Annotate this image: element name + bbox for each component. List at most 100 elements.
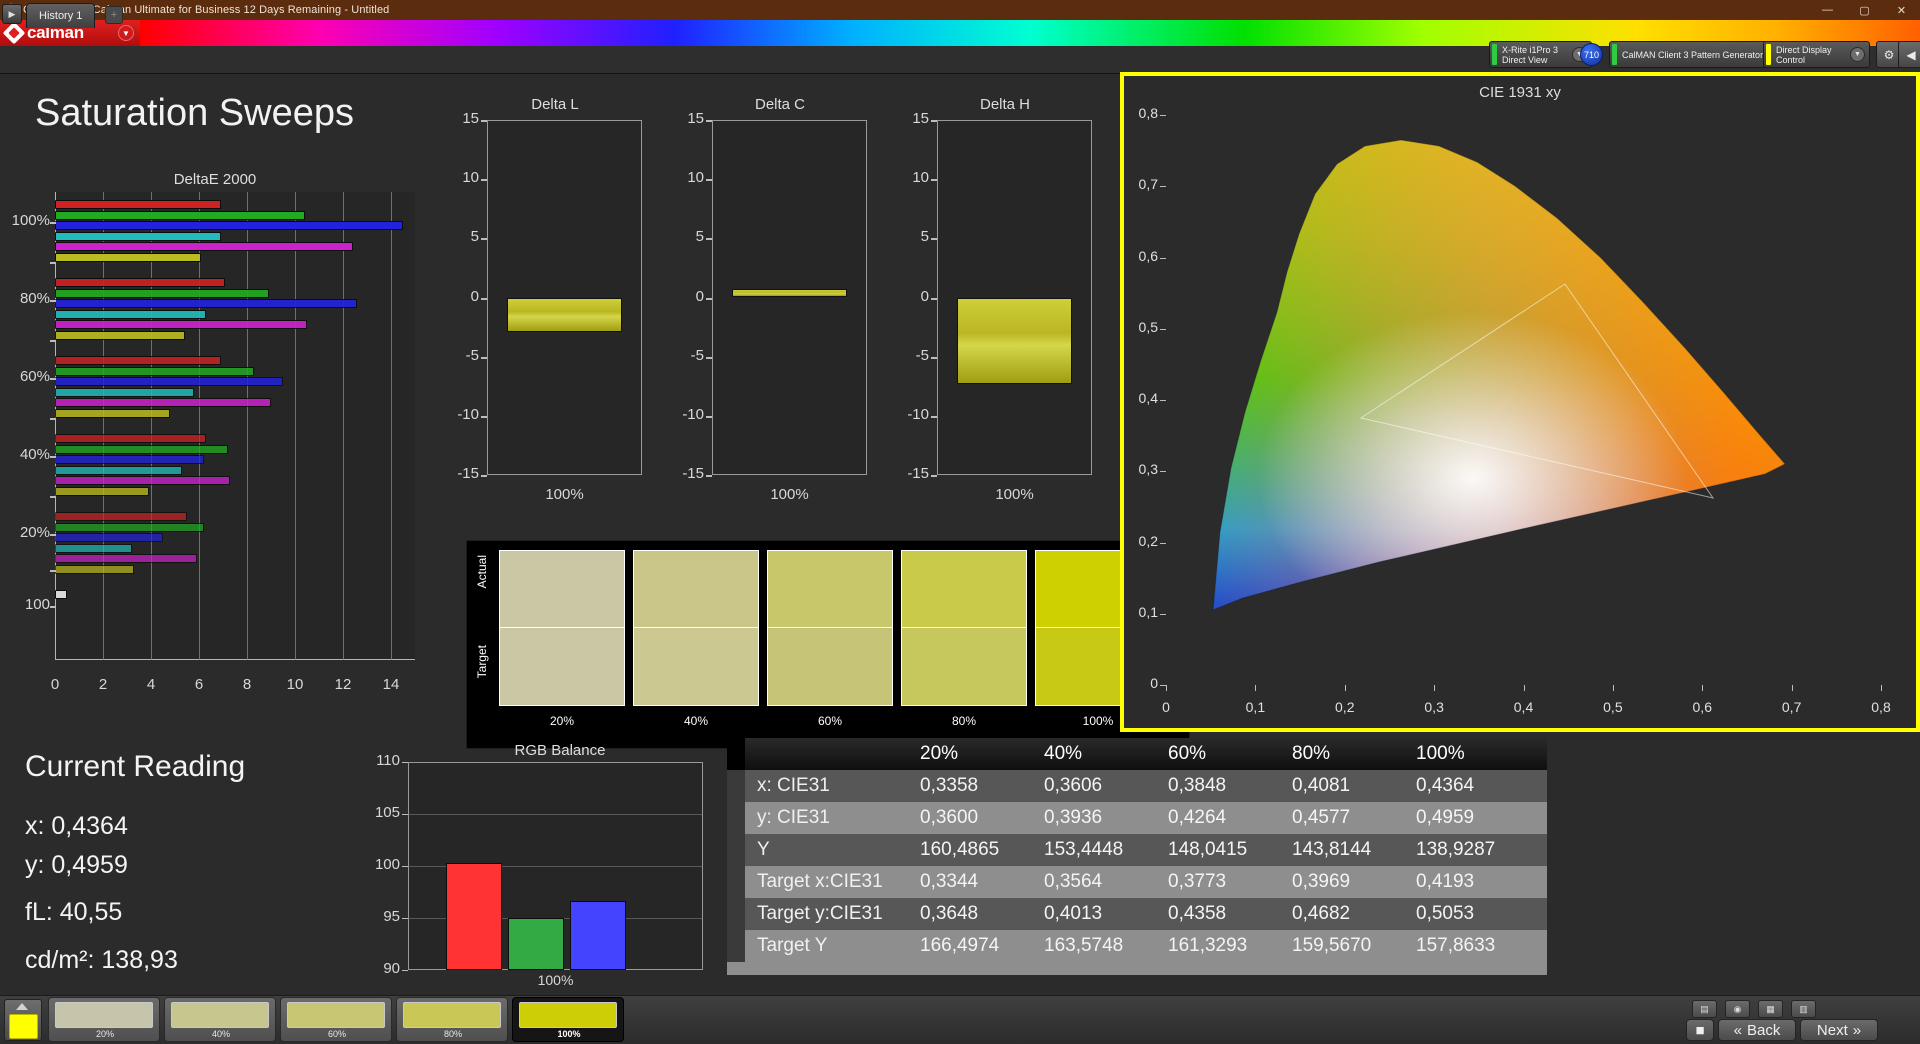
swatch-comparison-strip: Actual Target 20% 40% 60% 80% 100%: [466, 540, 1190, 749]
deltae-y-tick: 60%: [19, 368, 50, 385]
delta-y-tick-mark: [481, 120, 487, 122]
table-row[interactable]: Target x:CIE31 0,3344 0,3564 0,3773 0,3969 0,…: [727, 866, 1547, 898]
cie-x-tick: 0: [1162, 699, 1170, 715]
meter-serial-badge[interactable]: 710: [1580, 43, 1603, 66]
deltae-y-tick-mark: [50, 300, 56, 302]
deltac-plot-area: [712, 120, 867, 475]
table-cell: 0,4081: [1292, 775, 1351, 796]
deltae-bar: [55, 288, 269, 298]
swatch-actual: [901, 550, 1027, 628]
delta-bar: [507, 297, 622, 332]
pattern-swatch-label: 20%: [95, 1029, 114, 1039]
cie-y-tick: 0,4: [1138, 390, 1158, 406]
row-grip: [727, 738, 745, 770]
table-row[interactable]: x: CIE31 0,3358 0,3606 0,3848 0,4081 0,4364: [727, 770, 1547, 802]
row-grip[interactable]: [727, 898, 745, 930]
display-control-selector[interactable]: Direct Display Control ▼: [1763, 41, 1870, 68]
chevron-up-icon[interactable]: [16, 1003, 28, 1010]
table-header-80: 80%: [1292, 743, 1331, 764]
deltae-bar: [55, 554, 197, 563]
cie-y-tick-mark: [1160, 542, 1166, 544]
cie-x-tick: 0,6: [1692, 699, 1712, 715]
delta-y-tick: 0: [470, 287, 479, 305]
back-arrow-icon[interactable]: ◀: [1898, 41, 1920, 68]
delta-y-tick-mark: [931, 238, 937, 241]
deltae-bar: [55, 299, 358, 308]
delta-y-tick: 10: [912, 169, 929, 187]
table-row-name: Target Y: [757, 935, 828, 956]
table-cell: 157,8633: [1416, 935, 1496, 956]
table-row[interactable]: Target Y 166,4974 163,5748 161,3293 159,5670…: [727, 930, 1547, 962]
current-color-chip: [9, 1014, 38, 1039]
play-button[interactable]: ▶: [2, 4, 22, 24]
delta-y-tick-mark: [481, 179, 487, 182]
delta-y-tick: 15: [912, 110, 929, 127]
cie-x-tick-mark: [1344, 685, 1346, 691]
pattern-swatch-80[interactable]: 80%: [396, 997, 508, 1042]
row-grip[interactable]: [727, 770, 745, 802]
pattern-generator-label: CalMAN Client 3 Pattern Generator: [1622, 49, 1764, 60]
cie-y-tick-mark: [1160, 685, 1166, 686]
cie-y-tick-mark: [1160, 257, 1166, 259]
table-header-40: 40%: [1044, 743, 1083, 764]
swatch-target: [767, 628, 893, 706]
mini-button-3[interactable]: ▦: [1758, 1000, 1783, 1018]
deltae-x-tick: 2: [98, 676, 108, 693]
actual-axis-label: Actual: [475, 555, 489, 589]
table-cell: 0,3358: [920, 775, 979, 796]
table-cell: 0,3600: [920, 807, 979, 828]
cie-x-tick: 0,1: [1245, 699, 1266, 715]
add-tab-button[interactable]: +: [105, 6, 123, 24]
close-button[interactable]: ✕: [1896, 4, 1907, 17]
swatch-actual: [767, 550, 893, 628]
delta-y-tick-mark: [931, 120, 937, 122]
current-pattern-swatch[interactable]: [4, 999, 42, 1041]
chevron-down-icon[interactable]: ▼: [1850, 47, 1865, 62]
delta-x-tick: 100%: [545, 486, 584, 503]
pattern-swatch-100[interactable]: 100%: [512, 997, 624, 1042]
stop-button[interactable]: ■: [1686, 1019, 1714, 1041]
mini-button-1[interactable]: ▤: [1692, 1000, 1717, 1018]
pattern-swatch-60[interactable]: 60%: [280, 997, 392, 1042]
gear-icon[interactable]: ⚙: [1876, 41, 1902, 68]
cie-y-tick-mark: [1160, 328, 1166, 330]
table-header-20: 20%: [920, 743, 959, 764]
pattern-swatch-chip: [403, 1002, 501, 1028]
rgb-y-tick-mark: [402, 866, 408, 867]
cie-y-tick: 0,8: [1138, 105, 1158, 121]
table-row[interactable]: Y 160,4865 153,4448 148,0415 143,8144 138,928…: [727, 834, 1547, 866]
next-button[interactable]: Next »: [1800, 1019, 1878, 1041]
chevron-down-icon[interactable]: ▼: [118, 25, 134, 41]
delta-bar: [957, 297, 1072, 384]
pattern-swatch-label: 60%: [327, 1029, 346, 1039]
pattern-swatch-label: 80%: [443, 1029, 462, 1039]
delta-y-tick: -15: [682, 465, 704, 482]
target-axis-label: Target: [475, 645, 489, 679]
row-grip[interactable]: [727, 802, 745, 834]
meter-selector[interactable]: X-Rite i1Pro 3 Direct View ▼: [1489, 41, 1592, 68]
row-grip[interactable]: [727, 834, 745, 866]
cie-1931-panel[interactable]: CIE 1931 xy: [1120, 72, 1920, 732]
maximize-button[interactable]: ▢: [1859, 4, 1870, 17]
cie-x-tick-mark: [1791, 685, 1793, 691]
deltae-bar: [55, 330, 185, 340]
table-row[interactable]: y: CIE31 0,3600 0,3936 0,4264 0,4577 0,4959: [727, 802, 1547, 834]
deltae-y-tick: 100%: [11, 212, 50, 229]
mini-button-4[interactable]: ▥: [1791, 1000, 1816, 1018]
deltae-x-tick: 6: [194, 676, 204, 693]
table-row[interactable]: Target y:CIE31 0,3648 0,4013 0,4358 0,4682 0,…: [727, 898, 1547, 930]
deltae-bar: [55, 590, 67, 599]
pattern-swatch-20[interactable]: 20%: [48, 997, 160, 1042]
reading-x: x: 0,4364: [25, 812, 128, 840]
back-button[interactable]: « Back: [1718, 1019, 1796, 1041]
delta-y-tick: -15: [457, 465, 479, 482]
tab-history-1[interactable]: History 1: [26, 3, 96, 28]
delta-y-tick-mark: [706, 356, 712, 359]
table-cell: 0,4682: [1292, 903, 1351, 924]
table-cell: 0,3848: [1168, 775, 1227, 796]
row-grip[interactable]: [727, 866, 745, 898]
minimize-button[interactable]: —: [1822, 4, 1833, 16]
mini-button-2[interactable]: ◉: [1725, 1000, 1750, 1018]
pattern-swatch-40[interactable]: 40%: [164, 997, 276, 1042]
row-grip[interactable]: [727, 930, 745, 962]
